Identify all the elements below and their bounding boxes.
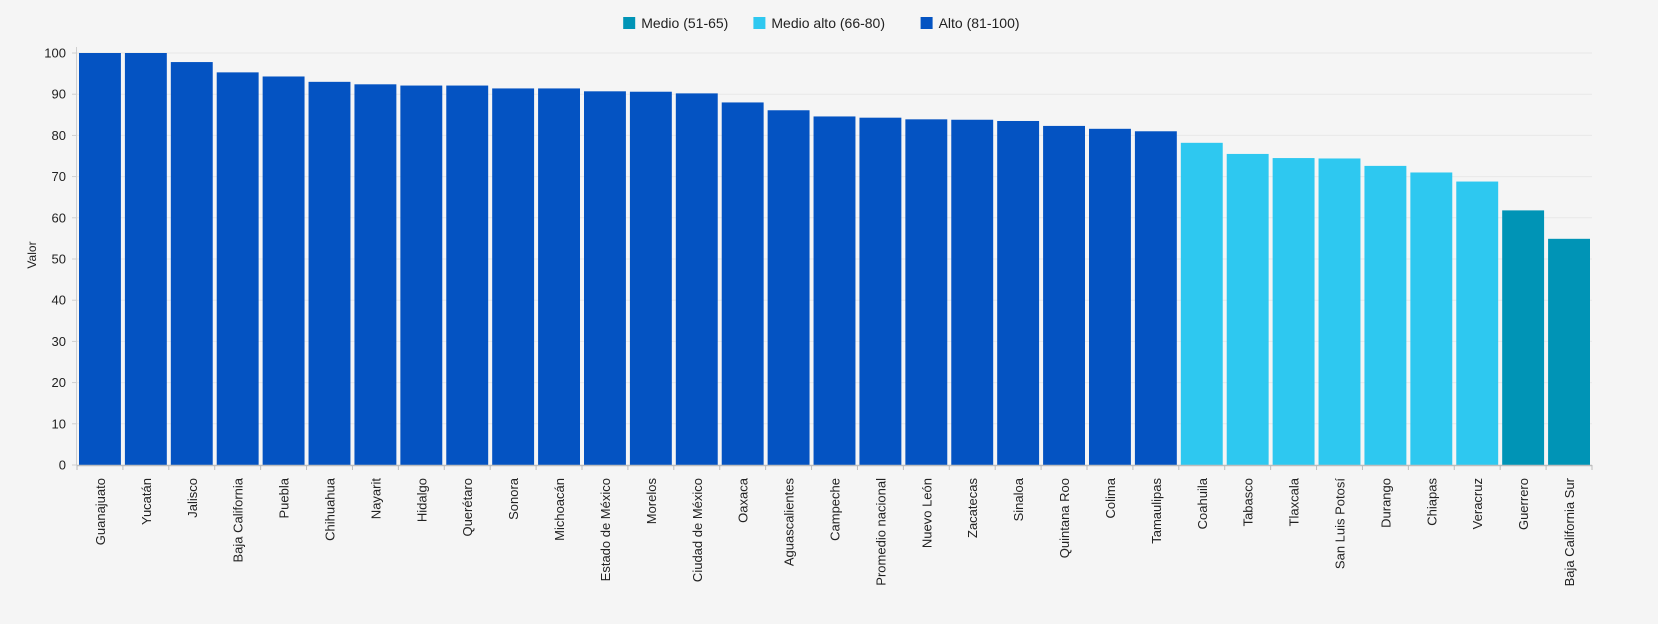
x-tick-label: Querétaro	[460, 478, 475, 537]
bar[interactable]	[584, 91, 626, 465]
legend-label: Alto (81-100)	[939, 15, 1020, 31]
bar[interactable]	[1502, 210, 1545, 465]
y-tick-label: 0	[59, 458, 66, 473]
y-tick-label: 30	[52, 334, 66, 349]
bar[interactable]	[1410, 172, 1453, 466]
bar[interactable]	[1364, 165, 1407, 465]
legend-swatch	[753, 17, 766, 29]
bars	[79, 53, 1590, 466]
y-tick-label: 20	[52, 375, 66, 390]
bar[interactable]	[492, 88, 535, 465]
y-tick-label: 50	[52, 252, 66, 267]
y-tick-label: 10	[52, 416, 66, 431]
x-tick-labels: Guanajuato Yucatán Jalisco Baja California P…	[93, 477, 1577, 586]
x-tick-label: Tabasco	[1241, 478, 1256, 526]
bar[interactable]	[1548, 238, 1590, 465]
x-tick-label: Durango	[1378, 478, 1393, 528]
bar[interactable]	[216, 72, 259, 465]
bar[interactable]	[1272, 158, 1315, 465]
x-tick-label: Estado de México	[598, 478, 613, 581]
legend: Medio (51-65) Medio alto (66-80) Alto (81-…	[623, 15, 1020, 31]
x-tick-label: Baja California Sur	[1562, 477, 1577, 586]
bar[interactable]	[997, 120, 1040, 465]
bar[interactable]	[400, 85, 443, 465]
y-axis-title: Valor	[25, 241, 39, 268]
bar[interactable]	[905, 119, 948, 465]
y-tick-label: 60	[52, 210, 66, 225]
x-tick-label: Yucatán	[139, 478, 154, 525]
x-tick-label: Guerrero	[1516, 478, 1531, 530]
x-tick-label: Morelos	[644, 478, 659, 525]
bar[interactable]	[446, 85, 489, 465]
x-tick-label: Chihuahua	[323, 477, 338, 541]
x-tick-label: Sonora	[506, 477, 521, 520]
x-tick-label: Baja California	[231, 477, 246, 562]
bar[interactable]	[813, 116, 856, 465]
bar[interactable]	[1180, 142, 1223, 466]
bar[interactable]	[1318, 158, 1361, 466]
x-tick-label: Hidalgo	[414, 478, 429, 522]
bar[interactable]	[1226, 153, 1269, 465]
bar[interactable]	[1134, 131, 1177, 465]
legend-swatch	[920, 17, 933, 29]
x-tick-label: Ciudad de México	[690, 478, 705, 582]
bar[interactable]	[308, 81, 351, 465]
x-tick-label: Puebla	[277, 477, 292, 518]
x-tick-label: Quintana Roo	[1057, 478, 1072, 558]
x-tick-label: Tlaxcala	[1287, 477, 1302, 526]
bar[interactable]	[124, 53, 167, 465]
x-tick-label: Tamaulipas	[1149, 478, 1164, 544]
bar[interactable]	[1089, 128, 1131, 466]
x-tick-label: Oaxaca	[736, 477, 751, 523]
axes	[72, 47, 1593, 470]
x-tick-label: Campeche	[828, 478, 843, 541]
x-tick-label: Promedio nacional	[873, 478, 888, 586]
y-tick-label: 80	[52, 128, 66, 143]
x-tick-label: Jalisco	[185, 478, 200, 518]
bar[interactable]	[538, 88, 580, 465]
bar[interactable]	[951, 119, 994, 465]
y-tick-label: 40	[52, 293, 66, 308]
y-tick-labels: 0 10 20 30 40 50 60 70 80 90 100	[44, 46, 66, 473]
x-tick-label: Nayarit	[368, 478, 383, 520]
legend-item-medio_alto[interactable]: Medio alto (66-80)	[753, 15, 885, 31]
bar[interactable]	[79, 53, 121, 465]
bar[interactable]	[767, 110, 810, 465]
x-tick-label: Chiapas	[1424, 478, 1439, 526]
x-tick-label: Zacatecas	[965, 478, 980, 538]
legend-item-alto[interactable]: Alto (81-100)	[920, 15, 1020, 31]
bar[interactable]	[1043, 125, 1085, 465]
bar[interactable]	[859, 117, 902, 466]
bar[interactable]	[721, 102, 764, 465]
legend-label: Medio (51-65)	[641, 15, 728, 31]
x-tick-label: Veracruz	[1470, 478, 1485, 529]
x-tick-label: Coahuila	[1195, 477, 1210, 529]
bar[interactable]	[354, 84, 397, 465]
x-tick-label: San Luis Potosí	[1333, 478, 1348, 569]
x-tick-label: Aguascalientes	[782, 478, 797, 567]
bar[interactable]	[170, 62, 213, 466]
x-tick-label: Michoacán	[552, 478, 567, 541]
bar[interactable]	[262, 76, 305, 465]
bar[interactable]	[1456, 181, 1499, 465]
x-tick-label: Guanajuato	[93, 478, 108, 545]
y-tick-label: 100	[44, 46, 66, 61]
y-tick-label: 70	[52, 169, 66, 184]
legend-label: Medio alto (66-80)	[771, 15, 885, 31]
bar[interactable]	[675, 93, 718, 465]
y-tick-label: 90	[52, 87, 66, 102]
x-tick-label: Colima	[1103, 477, 1118, 518]
legend-swatch	[623, 17, 636, 29]
bar[interactable]	[629, 91, 672, 465]
x-tick-label: Sinaloa	[1011, 477, 1026, 521]
legend-item-medio[interactable]: Medio (51-65)	[623, 15, 728, 31]
x-tick-label: Nuevo León	[919, 478, 934, 548]
